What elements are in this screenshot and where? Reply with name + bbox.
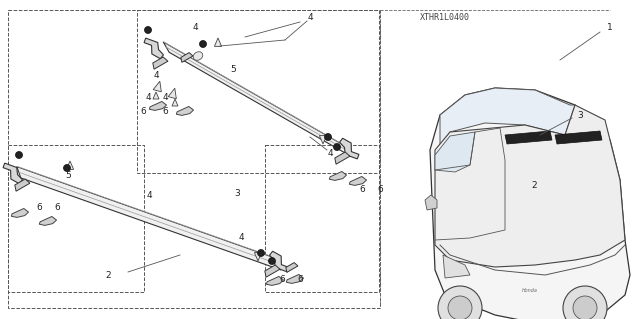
Polygon shape [144,38,163,59]
Polygon shape [153,81,161,92]
Text: 4: 4 [307,13,313,23]
Polygon shape [163,42,349,155]
Text: 4: 4 [327,149,333,158]
Polygon shape [149,101,166,110]
Text: 6: 6 [359,186,365,195]
Polygon shape [3,163,22,184]
Circle shape [573,296,597,319]
Polygon shape [265,265,280,277]
Text: 4: 4 [238,234,244,242]
Circle shape [269,257,275,264]
Polygon shape [443,255,470,278]
Polygon shape [349,176,367,185]
Text: Honda: Honda [522,287,538,293]
Text: XTHR1L0400: XTHR1L0400 [420,13,470,22]
Text: 6: 6 [377,186,383,195]
Text: 6: 6 [162,108,168,116]
Polygon shape [15,179,30,191]
Polygon shape [17,167,281,270]
Circle shape [448,296,472,319]
Polygon shape [181,53,193,62]
Circle shape [63,165,70,172]
Polygon shape [153,92,159,99]
Polygon shape [168,88,177,99]
Text: 5: 5 [230,65,236,75]
Polygon shape [435,105,625,267]
Polygon shape [214,38,221,46]
Text: 2: 2 [531,181,537,189]
Circle shape [200,41,207,48]
Polygon shape [425,195,437,210]
Text: 6: 6 [54,203,60,211]
Circle shape [15,152,22,159]
Polygon shape [340,138,359,159]
Circle shape [145,26,152,33]
Polygon shape [12,209,29,218]
Text: 3: 3 [234,189,240,198]
Polygon shape [555,131,602,144]
Polygon shape [330,172,346,181]
Text: 1: 1 [607,24,613,33]
Bar [137,10,379,173]
Text: 3: 3 [577,110,583,120]
Bar [265,145,379,292]
Polygon shape [177,107,193,115]
Polygon shape [39,217,56,226]
Circle shape [324,133,332,140]
Polygon shape [430,88,630,319]
Polygon shape [269,251,289,272]
Circle shape [333,144,340,151]
Polygon shape [286,274,303,283]
Text: 6: 6 [279,276,285,285]
Circle shape [257,249,264,256]
Polygon shape [335,152,350,164]
Text: 4: 4 [146,190,152,199]
Text: 4: 4 [145,93,151,102]
Circle shape [563,286,607,319]
Text: 6: 6 [297,276,303,285]
Text: 6: 6 [36,203,42,211]
Text: 4: 4 [192,23,198,32]
Text: 4: 4 [162,93,168,102]
Circle shape [438,286,482,319]
Text: 6: 6 [140,108,146,116]
Polygon shape [505,131,552,144]
Polygon shape [193,52,203,60]
Bar [8,10,380,308]
Polygon shape [255,253,262,261]
Polygon shape [67,161,74,169]
Polygon shape [286,263,298,272]
Bar [8,145,144,292]
Text: 4: 4 [153,71,159,80]
Polygon shape [172,99,178,106]
Polygon shape [440,88,575,150]
Text: 2: 2 [105,271,111,279]
Polygon shape [153,57,168,69]
Polygon shape [266,277,284,286]
Polygon shape [435,132,475,172]
Text: 5: 5 [65,170,71,180]
Polygon shape [319,136,326,144]
